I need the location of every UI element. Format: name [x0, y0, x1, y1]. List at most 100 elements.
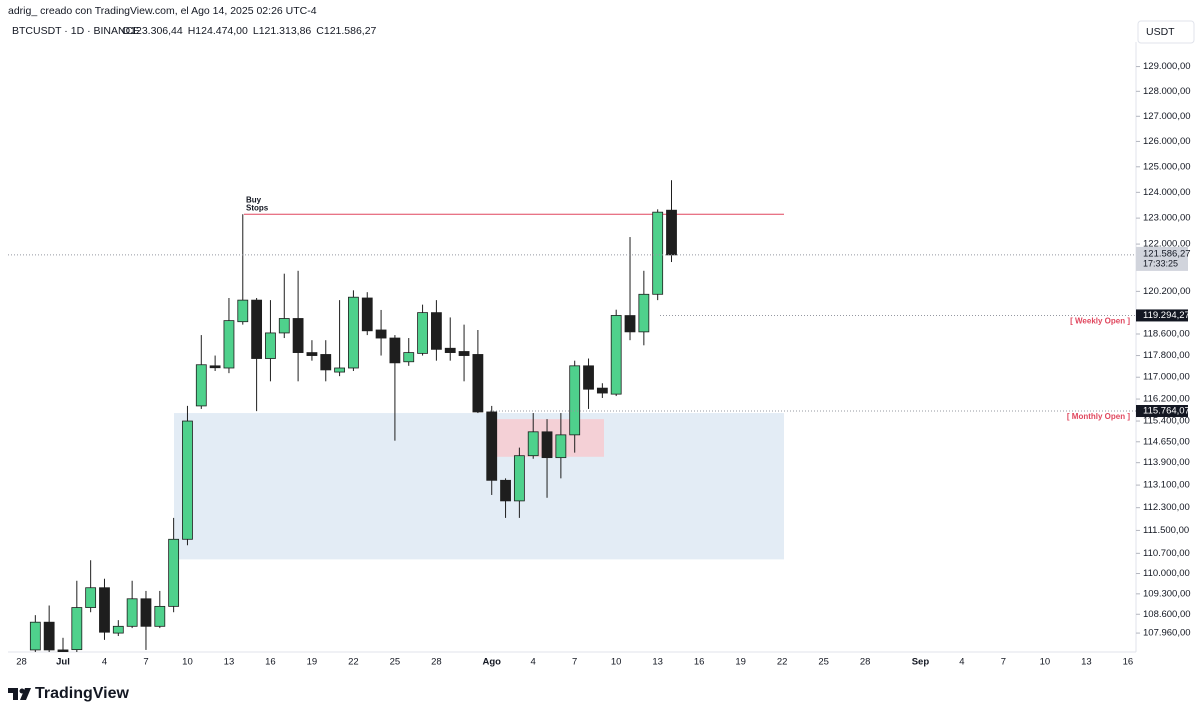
y-tick-label: 124.000,00 — [1143, 187, 1191, 198]
logo — [8, 688, 31, 700]
y-tick-label: 128.000,00 — [1143, 86, 1191, 97]
candle-body — [195, 364, 207, 407]
candle-body — [624, 315, 636, 333]
x-tick-label: 16 — [265, 657, 276, 668]
x-tick-label: 4 — [959, 657, 964, 668]
candle-body — [500, 479, 511, 502]
brand: TradingView — [35, 685, 130, 702]
candle-body — [541, 431, 553, 459]
author-line: adrig_ creado con TradingView.com, el Ag… — [8, 5, 317, 17]
candle-body — [666, 209, 677, 256]
x-tick-label: 10 — [182, 657, 193, 668]
x-tick-label: 22 — [348, 657, 359, 668]
candle-body — [638, 293, 650, 333]
y-tick-label: 125.000,00 — [1143, 161, 1191, 172]
candle-body — [596, 387, 608, 394]
x-tick-label: 25 — [818, 657, 829, 668]
candle-body — [417, 312, 428, 354]
x-tick-label: 19 — [735, 657, 746, 668]
x-tick-label: 13 — [652, 657, 663, 668]
plot-area — [8, 180, 1136, 652]
ohlc: O123.306,44 H124.474,00 L121.313,86 C121.58… — [122, 25, 377, 37]
symbol: BTCUSDT · 1D · BINANCE — [12, 25, 140, 37]
ohlc-value: H124.474,00 — [188, 25, 248, 37]
candle-body — [513, 455, 525, 502]
x-tick-label: 25 — [390, 657, 401, 668]
zone — [174, 413, 784, 560]
open-level-box — [1136, 309, 1188, 322]
candle-body — [652, 211, 664, 295]
candle-body — [610, 315, 622, 395]
open-level-label: [ Monthly Open ] — [1067, 412, 1130, 421]
y-tick-label: 127.000,00 — [1143, 111, 1191, 122]
candle-body — [527, 431, 539, 457]
y-tick-label: 117.800,00 — [1143, 350, 1190, 361]
buy-stops-label: Stops — [246, 203, 269, 212]
candle-body — [251, 299, 263, 359]
candle-body — [444, 347, 456, 353]
x-tick-label: 28 — [16, 657, 27, 668]
y-tick-label: 117.000,00 — [1143, 372, 1190, 383]
candle-body — [209, 365, 221, 369]
x-tick-label: 16 — [694, 657, 705, 668]
candle-body — [569, 365, 581, 436]
ohlc-value: L121.313,86 — [253, 25, 312, 37]
y-tick-label: 112.300,00 — [1143, 502, 1190, 513]
candle-body — [71, 607, 83, 651]
y-tick-label: 120.200,00 — [1143, 286, 1191, 297]
y-tick-label: 111.500,00 — [1143, 525, 1189, 536]
candle-body — [348, 296, 359, 369]
x-tick-label: 13 — [1081, 657, 1092, 668]
x-tick-label: 10 — [611, 657, 622, 668]
candle-body — [389, 337, 401, 364]
y-tick-label: 116.200,00 — [1143, 394, 1190, 405]
candle-body — [29, 621, 41, 651]
currency[interactable]: USDT — [1146, 26, 1175, 38]
axes: 129.000,00 128.000,00 127.000,00 126.000,00… — [16, 61, 1190, 667]
candle-body — [265, 332, 276, 359]
candle-body — [375, 329, 387, 339]
ohlc-value: C121.586,27 — [316, 25, 376, 37]
x-tick-label: 22 — [777, 657, 788, 668]
candle-body — [472, 354, 484, 413]
x-tick-label: 28 — [860, 657, 871, 668]
candle-body — [403, 352, 415, 363]
candle-body — [223, 320, 235, 369]
candle-body — [140, 598, 152, 627]
candle-body — [85, 587, 97, 608]
y-tick-label: 113.900,00 — [1143, 457, 1190, 468]
x-tick-label: Sep — [912, 657, 930, 668]
candle-body — [306, 352, 318, 356]
y-tick-label: 109.300,00 — [1143, 588, 1191, 599]
candle-body — [182, 420, 193, 540]
currency-button[interactable] — [1137, 20, 1195, 44]
candle-body — [430, 312, 442, 350]
buy-stops-label: Buy — [246, 195, 262, 204]
ohlc-value: O123.306,44 — [122, 25, 183, 37]
candle-body — [334, 367, 345, 373]
x-tick-label: 4 — [102, 657, 107, 668]
y-tick-label: 115.400,00 — [1143, 416, 1190, 427]
y-tick-label: 110.700,00 — [1143, 548, 1190, 559]
y-tick-label: 123.000,00 — [1143, 213, 1191, 224]
y-tick-label: 113.100,00 — [1143, 480, 1190, 491]
y-tick-label: 118.600,00 — [1143, 329, 1190, 340]
x-tick-label: 13 — [224, 657, 235, 668]
candle-body — [486, 411, 498, 481]
x-tick-label: 16 — [1123, 657, 1134, 668]
candle-body — [99, 587, 110, 633]
candle-body — [237, 299, 249, 323]
candle-body — [112, 625, 124, 634]
x-tick-label: 7 — [143, 657, 148, 668]
x-tick-label: 7 — [572, 657, 577, 668]
x-tick-label: 19 — [307, 657, 318, 668]
x-tick-label: Jul — [56, 657, 70, 668]
candle-body — [278, 318, 290, 334]
x-tick-label: 4 — [531, 657, 536, 668]
x-tick-label: 10 — [1040, 657, 1051, 668]
candle-body — [292, 318, 304, 353]
x-tick-label: 28 — [431, 657, 442, 668]
candle-body — [126, 598, 138, 627]
